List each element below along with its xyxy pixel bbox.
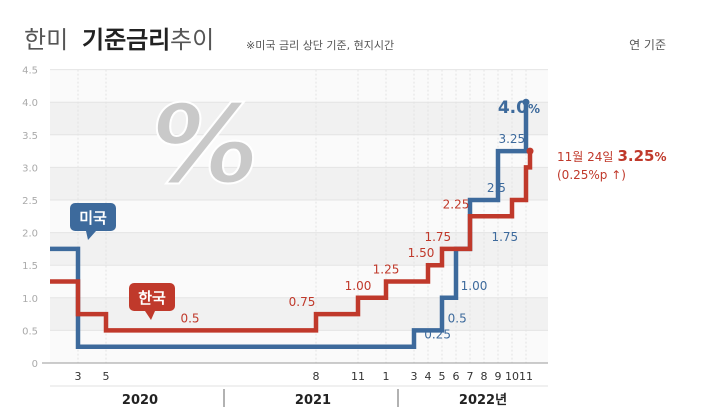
us-data-label: 3.25 [498,132,525,146]
legend-tag-us: 미국 [70,203,116,240]
x-month-label: 11 [351,370,365,383]
x-month-label: 7 [467,370,474,383]
kr-end-value: 3.25 [617,147,654,165]
kr-data-label: 1.25 [373,263,400,277]
legend-tag-kr-box [129,283,175,311]
kr-data-label: 1.00 [345,279,372,293]
us-data-label: 1.00 [461,279,488,293]
background-band [50,69,548,103]
legend-tag-us-box [70,203,116,231]
us-data-label: 0.25 [424,328,451,342]
x-month-label: 11 [519,370,533,383]
background-band [50,167,548,200]
unit-note: 연 기준 [629,38,666,52]
title-main: 기준금리 [82,26,170,54]
x-month-label: 1 [383,370,390,383]
kr-data-label: 1.75 [424,230,451,244]
x-month-label: 8 [313,370,320,383]
kr-end-annotation: 11월 24일 3.25% [557,147,666,165]
series-endpoints [522,98,534,155]
x-month-label: 10 [505,370,519,383]
y-tick-label: 0 [32,359,38,370]
x-month-label: 3 [411,370,418,383]
us-end-dot [522,98,530,106]
kr-data-label: 2.25 [443,197,470,211]
y-tick-label: 4.0 [22,98,38,109]
legend-tag-kr: 한국 [129,283,175,320]
us-end-unit: % [528,102,540,116]
year-label-2022: 2022년 [459,393,507,408]
series-line-kr [50,151,533,333]
y-axis-ticks: 0 0.5 1.0 1.5 2.0 2.5 3.0 3.5 4.0 4.5 [22,66,38,370]
y-tick-label: 2.0 [22,229,38,240]
kr-end-unit: % [654,150,666,164]
x-axis-month-labels: 3 5 8 11 1 3 4 5 6 7 8 9 10 11 [75,370,534,383]
x-month-label: 4 [425,370,432,383]
kr-end-dot [526,147,534,155]
x-month-label: 5 [103,370,110,383]
y-tick-label: 1.5 [22,261,38,272]
background-band [50,102,548,135]
legend-tag-kr-label: 한국 [138,289,166,307]
background-bands [50,69,548,363]
year-label-2021: 2021 [295,393,331,408]
background-band [50,232,548,266]
x-month-label: 8 [481,370,488,383]
title-part-2: 추이 [170,26,214,54]
background-band [50,134,548,168]
x-month-label: 5 [439,370,446,383]
y-tick-label: 1.0 [22,294,38,305]
y-tick-label: 3.5 [22,131,38,142]
us-data-label: 0.5 [448,311,467,325]
title-part-1: 한미 [24,26,68,54]
series-line-us [50,102,529,349]
us-end-annotation: 4.0% [498,98,540,118]
y-tick-label: 4.5 [22,66,38,77]
kr-data-label: 1.50 [408,246,435,260]
legend-tag-us-label: 미국 [79,209,107,227]
percent-symbol-icon: % [151,83,259,208]
chart-subtitle: ※미국 금리 상단 기준, 현지시간 [246,39,394,52]
x-month-label: 3 [75,370,82,383]
us-end-value: 4.0 [498,98,528,118]
y-tick-label: 0.5 [22,326,38,337]
kr-end-change: (0.25%p ↑) [557,168,626,182]
legend-tag-us-pointer [86,231,96,240]
y-tick-label: 3.0 [22,163,38,174]
us-data-label: 1.75 [491,230,518,244]
legend-tag-kr-pointer [145,311,155,320]
kr-data-label: 0.5 [180,311,199,325]
x-month-label: 9 [495,370,502,383]
y-tick-label: 2.5 [22,196,38,207]
x-month-label: 6 [453,370,460,383]
background-band [50,200,548,233]
kr-data-label: 0.75 [289,295,316,309]
year-label-2020: 2020 [122,393,158,408]
us-data-label: 2.5 [487,181,506,195]
kr-end-date: 11월 24일 [557,150,613,164]
data-labels: 0.250.51.001.752.53.250.50.751.001.251.5… [180,132,525,342]
